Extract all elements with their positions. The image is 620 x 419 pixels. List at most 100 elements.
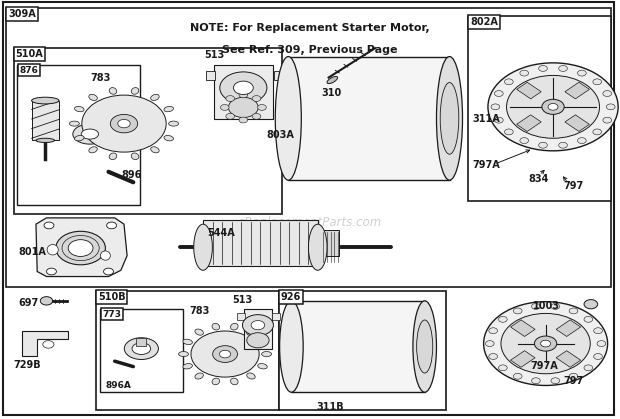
Circle shape [569, 308, 578, 314]
Bar [214, 65, 273, 119]
Bar [6, 8, 611, 287]
Text: 513: 513 [205, 50, 225, 60]
Ellipse shape [74, 106, 84, 112]
Text: 803A: 803A [267, 130, 294, 140]
Text: 797: 797 [563, 376, 583, 386]
Bar [17, 65, 140, 205]
Circle shape [104, 268, 113, 275]
Ellipse shape [258, 339, 267, 344]
Circle shape [551, 378, 560, 384]
Bar [274, 71, 283, 80]
Text: 544A: 544A [208, 228, 236, 238]
Bar [237, 313, 245, 320]
Circle shape [228, 97, 258, 117]
Bar [244, 309, 272, 349]
Polygon shape [36, 218, 127, 277]
Ellipse shape [327, 76, 338, 84]
Bar [288, 57, 450, 180]
Ellipse shape [183, 339, 192, 344]
Ellipse shape [436, 57, 463, 180]
Ellipse shape [231, 378, 238, 385]
Bar [468, 16, 611, 201]
Ellipse shape [32, 97, 59, 104]
Text: 797A: 797A [472, 160, 500, 170]
Ellipse shape [212, 378, 219, 385]
Circle shape [548, 103, 558, 110]
Circle shape [219, 350, 231, 358]
Bar [203, 220, 317, 266]
Circle shape [219, 72, 267, 104]
Circle shape [239, 92, 247, 98]
Text: 1003: 1003 [533, 301, 560, 311]
Circle shape [82, 95, 166, 152]
Ellipse shape [100, 251, 110, 260]
Circle shape [251, 321, 265, 330]
Ellipse shape [195, 329, 203, 335]
Circle shape [559, 142, 567, 148]
Ellipse shape [36, 138, 55, 142]
Text: NOTE: For Replacement Starter Motor,: NOTE: For Replacement Starter Motor, [190, 23, 430, 33]
Bar [100, 309, 183, 392]
Text: 510B: 510B [98, 292, 126, 302]
Text: 896: 896 [121, 170, 141, 180]
Ellipse shape [151, 147, 159, 153]
Text: 834: 834 [529, 174, 549, 184]
Circle shape [603, 117, 611, 123]
Bar [272, 313, 280, 320]
Bar [556, 320, 581, 336]
Circle shape [484, 302, 608, 385]
Ellipse shape [212, 323, 219, 330]
Text: 311B: 311B [317, 402, 344, 412]
Ellipse shape [169, 121, 179, 126]
Ellipse shape [417, 320, 433, 373]
Text: 783: 783 [189, 306, 210, 316]
Circle shape [551, 303, 560, 309]
Bar [96, 291, 279, 410]
Text: 797: 797 [563, 181, 583, 191]
Ellipse shape [164, 106, 174, 112]
Circle shape [44, 222, 54, 229]
Circle shape [559, 65, 567, 71]
Ellipse shape [47, 244, 58, 255]
Ellipse shape [125, 338, 159, 360]
Circle shape [594, 354, 603, 360]
Bar [206, 71, 215, 80]
Circle shape [191, 331, 259, 377]
Circle shape [247, 333, 269, 348]
Circle shape [498, 365, 507, 371]
Circle shape [578, 138, 587, 144]
Circle shape [489, 328, 497, 334]
Text: 311A: 311A [472, 114, 500, 124]
Circle shape [505, 79, 513, 85]
Ellipse shape [413, 301, 436, 392]
Circle shape [498, 316, 507, 322]
Circle shape [242, 315, 273, 336]
Circle shape [539, 142, 547, 148]
Circle shape [539, 65, 547, 71]
Text: 802A: 802A [470, 17, 498, 27]
Circle shape [531, 378, 540, 384]
Text: 513: 513 [232, 295, 253, 305]
Ellipse shape [74, 135, 84, 141]
Ellipse shape [73, 124, 107, 144]
Text: 510A: 510A [16, 49, 43, 59]
Circle shape [520, 70, 528, 76]
Ellipse shape [81, 129, 99, 139]
Ellipse shape [151, 94, 159, 101]
Circle shape [107, 222, 117, 229]
Bar [516, 82, 541, 99]
Polygon shape [22, 331, 68, 356]
Text: 783: 783 [90, 73, 110, 83]
Bar [510, 351, 535, 367]
Circle shape [239, 117, 247, 123]
Bar [321, 230, 340, 256]
Bar [32, 101, 59, 140]
Ellipse shape [193, 224, 212, 270]
Ellipse shape [89, 147, 97, 153]
Circle shape [220, 104, 229, 110]
Circle shape [593, 129, 601, 135]
Ellipse shape [69, 121, 79, 126]
Circle shape [258, 104, 266, 110]
Circle shape [507, 75, 600, 138]
Circle shape [68, 240, 93, 256]
